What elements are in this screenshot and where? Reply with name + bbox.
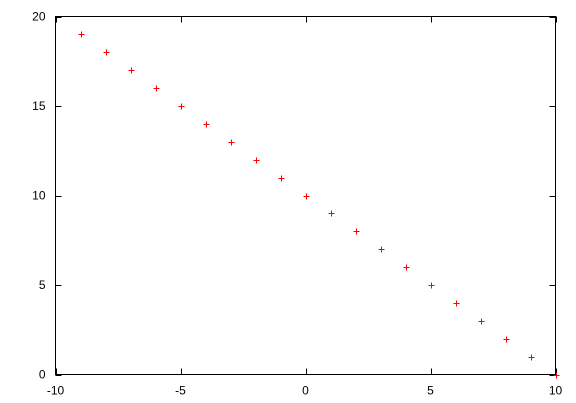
data-point — [403, 264, 410, 271]
y-tick-label: 10 — [32, 189, 46, 203]
plot-frame — [55, 16, 556, 375]
data-point — [278, 175, 285, 182]
x-tick-label: -5 — [175, 384, 186, 398]
data-point — [253, 157, 260, 164]
data-point — [353, 228, 360, 235]
x-tick-label: -10 — [47, 384, 65, 398]
y-tick-label: 5 — [39, 278, 46, 292]
x-axis-tick-labels: -10 -5 0 5 10 — [47, 384, 563, 398]
data-point — [103, 49, 110, 56]
data-point — [78, 31, 85, 38]
data-point — [478, 318, 485, 325]
data-point — [553, 372, 560, 379]
x-tick-label: 0 — [302, 384, 309, 398]
data-point — [503, 336, 510, 343]
data-point — [128, 67, 135, 74]
y-tick-label: 15 — [32, 99, 46, 113]
y-tick-label: 0 — [39, 368, 46, 382]
y-axis-tick-labels: 0 5 10 15 20 — [32, 10, 46, 382]
x-tick-label: 10 — [549, 384, 563, 398]
data-point — [328, 210, 335, 217]
data-point — [528, 354, 535, 361]
data-point — [428, 282, 435, 289]
data-point — [453, 300, 460, 307]
x-tick-label: 5 — [427, 384, 434, 398]
data-point — [153, 85, 160, 92]
data-point — [228, 139, 235, 146]
data-point — [378, 246, 385, 253]
data-points — [78, 31, 560, 379]
data-point — [178, 103, 185, 110]
y-tick-label: 20 — [32, 10, 46, 24]
data-point — [203, 121, 210, 128]
data-point — [303, 193, 310, 200]
